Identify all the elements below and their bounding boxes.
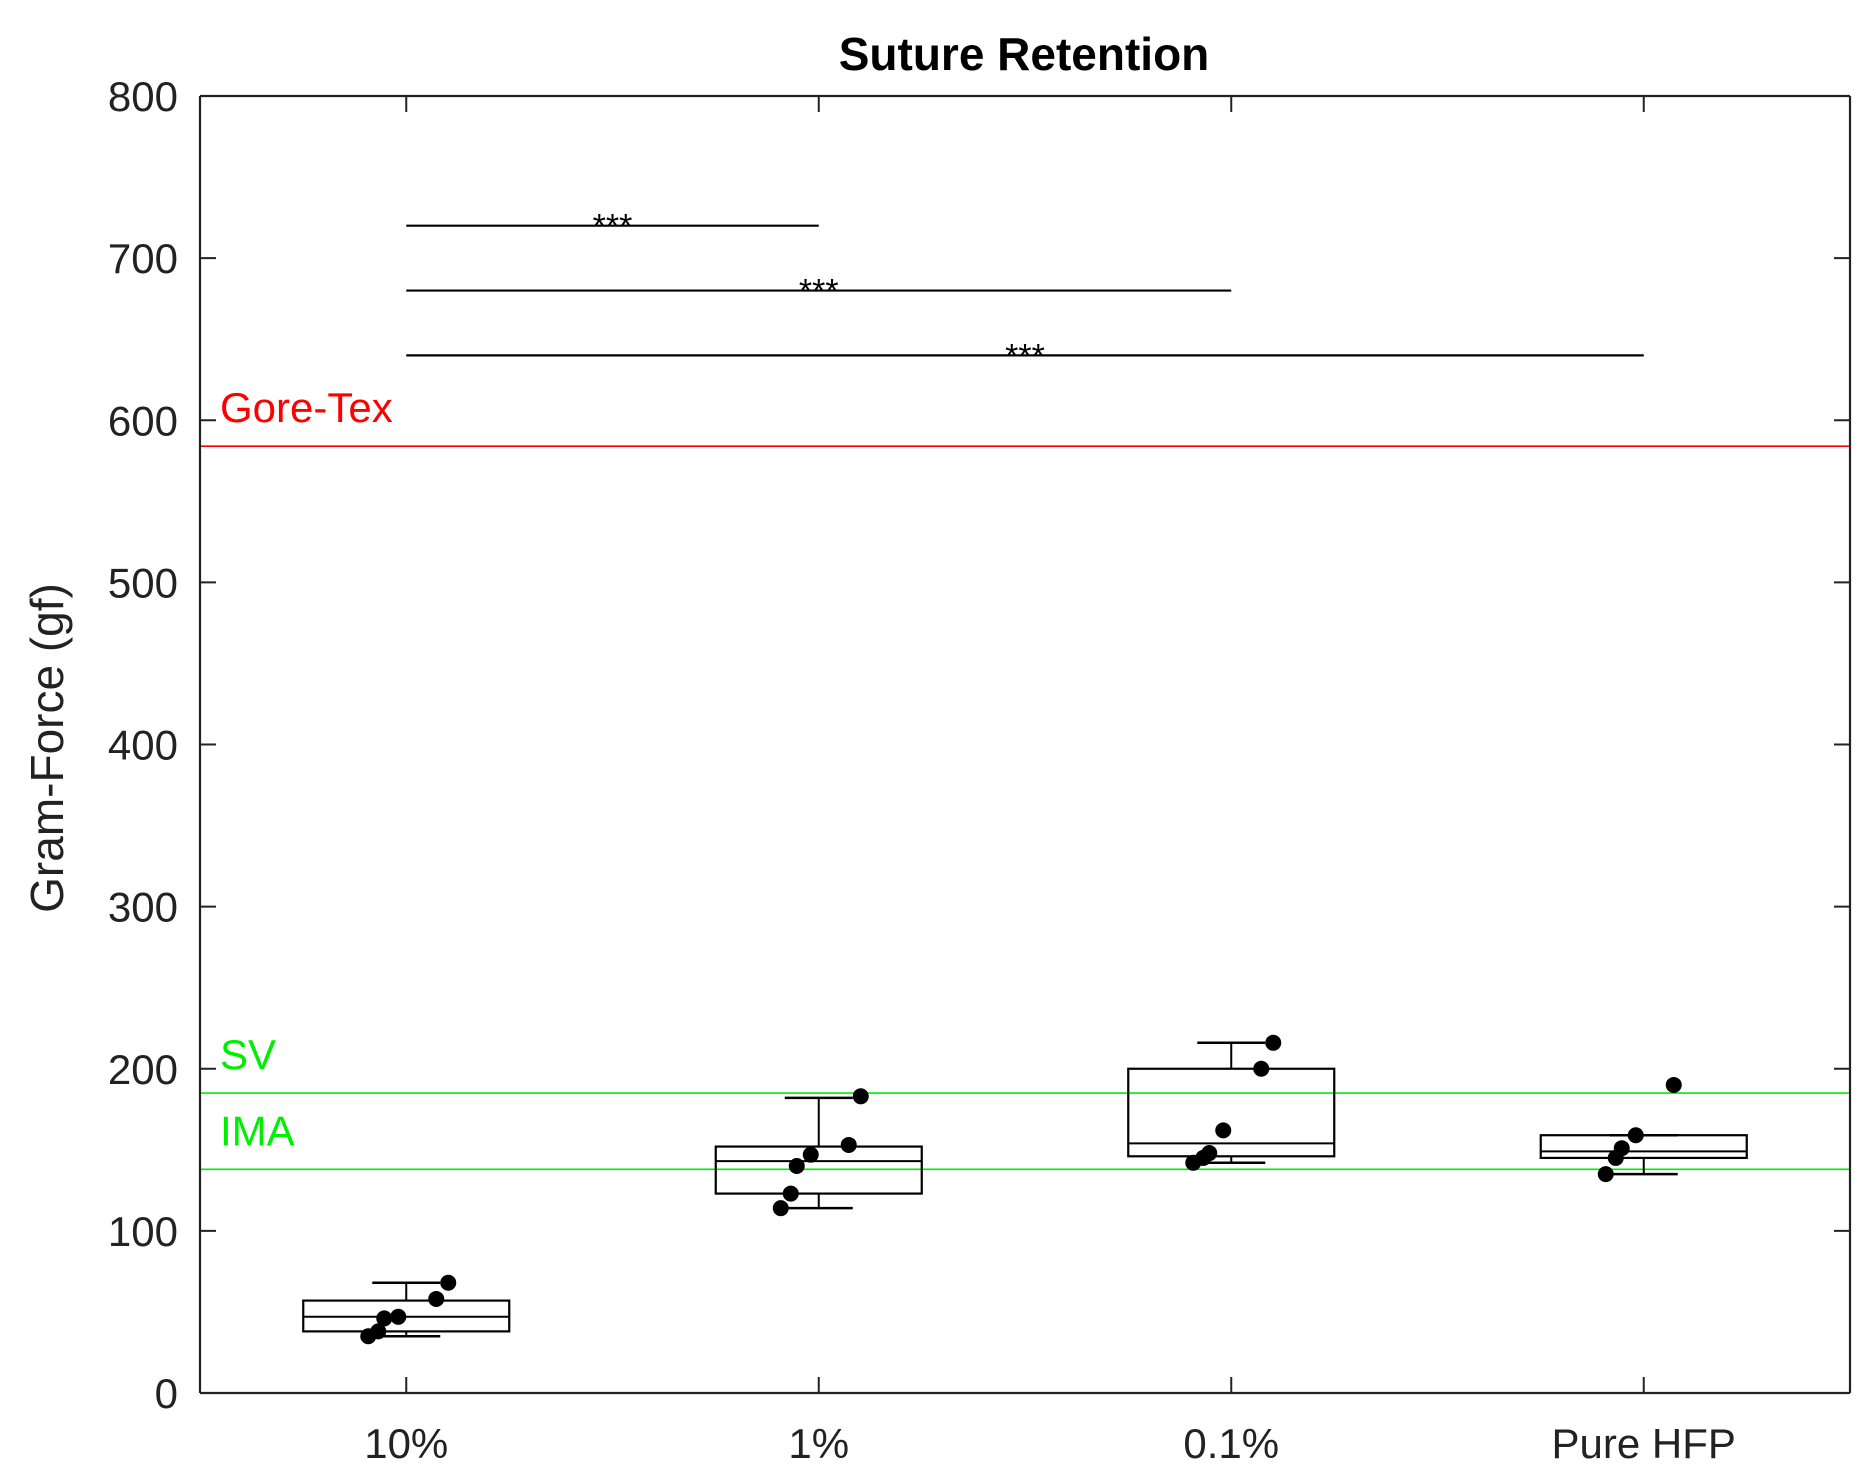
data-point <box>1201 1145 1218 1162</box>
data-point <box>440 1274 457 1291</box>
box-plot-0.1% <box>1127 1041 1336 1165</box>
x-tick-label: 1% <box>788 1420 849 1467</box>
data-point <box>1265 1034 1282 1051</box>
axes <box>198 94 1852 1395</box>
data-point <box>1665 1076 1682 1093</box>
data-point <box>390 1308 407 1325</box>
data-point <box>788 1158 805 1175</box>
data-point <box>1597 1166 1614 1183</box>
data-point <box>376 1310 393 1327</box>
data-point <box>1253 1060 1270 1077</box>
chart-title: Suture Retention <box>839 28 1210 80</box>
tick-labels: 0 100 200 300 400 500 600 700 800 10% 1% 0.1% Pure H… <box>108 73 1736 1467</box>
y-tick-label: 200 <box>108 1046 178 1093</box>
significance-label: *** <box>799 273 839 311</box>
y-tick-label: 700 <box>108 235 178 282</box>
reference-line-label: SV <box>220 1031 276 1078</box>
reference-line-label: IMA <box>220 1107 295 1154</box>
data-points <box>360 1034 1682 1345</box>
data-point <box>1613 1140 1630 1157</box>
y-tick-label: 600 <box>108 397 178 444</box>
x-tick-label: 0.1% <box>1183 1420 1279 1467</box>
box-plot-10% <box>302 1281 511 1338</box>
y-tick-label: 300 <box>108 884 178 931</box>
data-point <box>370 1323 387 1340</box>
box-plots <box>302 1041 1748 1338</box>
significance-label: *** <box>593 208 633 246</box>
data-point <box>802 1146 819 1163</box>
data-point <box>1215 1122 1232 1139</box>
data-point <box>1627 1127 1644 1144</box>
box-iqr <box>1539 1134 1748 1160</box>
box-plot-Pure HFP <box>1539 1133 1748 1176</box>
box-iqr <box>1127 1067 1336 1158</box>
reference-line-label: Gore-Tex <box>220 384 393 431</box>
y-tick-label: 500 <box>108 559 178 606</box>
data-point <box>772 1200 789 1217</box>
reference-lines: Gore-Tex SV IMA <box>200 384 1850 1171</box>
y-axis-label: Gram-Force (gf) <box>21 583 73 913</box>
y-tick-label: 800 <box>108 73 178 120</box>
box-plot-1% <box>714 1096 923 1210</box>
x-tick-label: 10% <box>364 1420 448 1467</box>
significance-bars: *** *** *** <box>406 208 1644 375</box>
data-point <box>840 1136 857 1153</box>
data-point <box>782 1185 799 1202</box>
y-tick-label: 0 <box>155 1370 178 1417</box>
x-tick-label: Pure HFP <box>1552 1420 1736 1467</box>
data-point <box>428 1290 445 1307</box>
data-point <box>852 1088 869 1105</box>
box-iqr <box>714 1145 923 1195</box>
y-tick-label: 400 <box>108 722 178 769</box>
y-tick-label: 100 <box>108 1208 178 1255</box>
significance-label: *** <box>1005 337 1045 375</box>
